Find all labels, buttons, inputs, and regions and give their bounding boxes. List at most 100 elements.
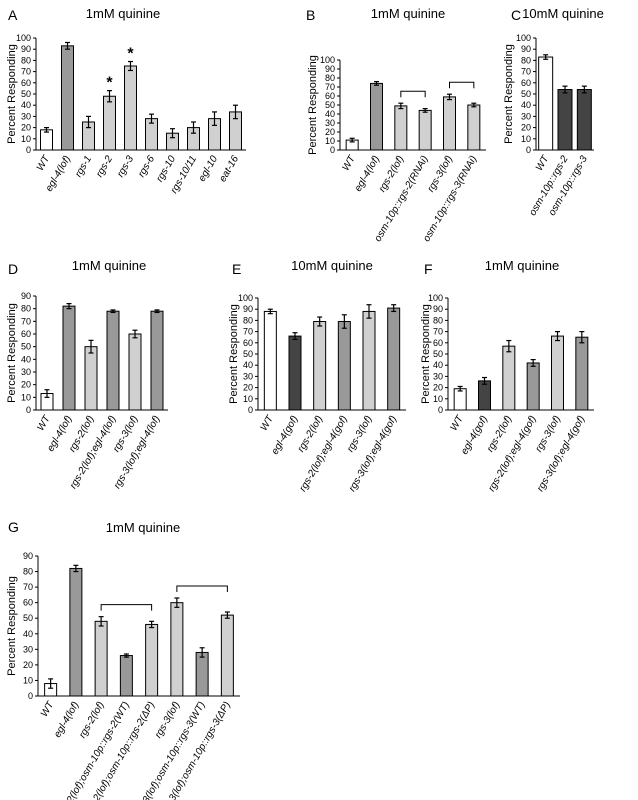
- y-tick-label: 20: [521, 123, 531, 133]
- y-axis-label: Percent Responding: [228, 304, 240, 404]
- y-tick-label: 60: [521, 78, 531, 88]
- y-tick-label: 10: [325, 136, 335, 146]
- bar: [387, 307, 401, 411]
- y-tick-label: 10: [433, 394, 443, 404]
- y-tick-label: 40: [433, 360, 443, 370]
- y-tick-label: 70: [21, 67, 31, 77]
- y-tick-label: 20: [21, 123, 31, 133]
- x-category-label: rgs-2: [94, 154, 115, 180]
- bar: [84, 346, 98, 411]
- bar: [453, 388, 467, 411]
- y-tick-label: 100: [428, 293, 443, 303]
- bar: [443, 96, 456, 151]
- y-tick-label: 40: [243, 360, 253, 370]
- comparison-bracket: [100, 604, 153, 611]
- bar: [362, 310, 376, 411]
- x-category-label: rgs-6: [136, 154, 157, 180]
- y-axis-label: Percent Responding: [420, 304, 432, 404]
- y-tick-label: 80: [21, 55, 31, 65]
- y-tick-label: 10: [21, 134, 31, 144]
- bar: [170, 602, 184, 697]
- panel-letter: B: [306, 7, 315, 23]
- x-category-label: rgs-2(lof);egl-4(gof): [298, 414, 350, 494]
- bar: [220, 614, 234, 697]
- bar: [40, 129, 53, 151]
- bar: [69, 567, 83, 697]
- y-tick-label: 20: [21, 380, 31, 390]
- y-tick-label: 0: [330, 145, 335, 155]
- bar: [502, 345, 516, 411]
- y-tick-label: 40: [521, 100, 531, 110]
- panel-letter: E: [232, 261, 241, 277]
- y-tick-label: 100: [516, 33, 531, 43]
- x-category-label: eat-16: [217, 154, 241, 184]
- bar: [551, 335, 564, 411]
- y-tick-label: 40: [325, 109, 335, 119]
- y-tick-label: 90: [325, 64, 335, 74]
- bar: [103, 95, 116, 151]
- bar: [263, 310, 277, 411]
- bar: [124, 65, 137, 151]
- y-tick-label: 100: [238, 293, 253, 303]
- panel-b: B 1mM quinine Percent Responding 0102030405…: [306, 6, 486, 244]
- bar: [478, 380, 491, 411]
- y-axis-label: Percent Responding: [307, 55, 319, 155]
- y-tick-label: 30: [21, 367, 31, 377]
- x-category-label: rgs-3(lof);egl-4(gof): [347, 414, 399, 494]
- y-tick-label: 70: [325, 82, 335, 92]
- y-tick-label: 30: [243, 371, 253, 381]
- panel-letter: C: [511, 7, 521, 23]
- bar: [394, 105, 408, 151]
- y-tick-label: 30: [325, 118, 335, 128]
- panel-letter: D: [8, 261, 18, 277]
- y-tick-label: 50: [21, 89, 31, 99]
- y-tick-label: 70: [21, 316, 31, 326]
- x-category-label: WT: [448, 413, 466, 433]
- x-category-label: rgs-1: [73, 154, 94, 179]
- chart-title: 1mM quinine: [106, 520, 180, 535]
- y-tick-label: 100: [320, 55, 335, 65]
- bar: [337, 321, 351, 411]
- y-tick-label: 80: [23, 567, 33, 577]
- y-tick-label: 100: [16, 33, 31, 43]
- y-tick-label: 0: [248, 405, 253, 415]
- y-tick-label: 0: [28, 691, 33, 701]
- bar: [94, 620, 108, 697]
- x-category-label: WT: [259, 413, 277, 433]
- comparison-bracket: [400, 90, 426, 98]
- x-category-label: rgs-3: [115, 154, 136, 180]
- y-tick-label: 20: [243, 383, 253, 393]
- y-axis-label: Percent Responding: [6, 303, 18, 403]
- panel-letter: G: [8, 519, 19, 535]
- y-tick-label: 60: [433, 338, 443, 348]
- chart-title: 1mM quinine: [371, 6, 445, 21]
- panel-d: D 1mM quinine Percent Responding 0 10 20 30 40 5…: [6, 258, 168, 491]
- y-tick-label: 20: [325, 127, 335, 137]
- y-tick-label: 50: [433, 349, 443, 359]
- bar: [313, 321, 327, 411]
- y-tick-label: 40: [23, 629, 33, 639]
- bar: [150, 310, 164, 411]
- significance-star: *: [127, 46, 134, 63]
- y-tick-label: 20: [433, 383, 443, 393]
- y-tick-label: 60: [325, 91, 335, 101]
- chart-title: 1mM quinine: [72, 258, 146, 273]
- y-axis-label: Percent Responding: [503, 44, 515, 144]
- y-axis-label: Percent Responding: [6, 576, 18, 676]
- bar: [61, 45, 74, 151]
- y-tick-label: 60: [243, 338, 253, 348]
- bar: [557, 89, 573, 151]
- y-tick-label: 30: [433, 371, 443, 381]
- x-category-label: WT: [35, 153, 53, 173]
- bar: [418, 109, 432, 151]
- y-tick-label: 70: [23, 582, 33, 592]
- y-tick-label: 70: [243, 327, 253, 337]
- y-tick-label: 10: [243, 394, 253, 404]
- chart-title: 1mM quinine: [86, 6, 160, 21]
- y-tick-label: 0: [526, 145, 531, 155]
- y-tick-label: 50: [243, 349, 253, 359]
- panel-g: G 1mM quinine Percent Responding 0 10 20 30 40 5…: [6, 519, 240, 800]
- y-tick-label: 50: [23, 613, 33, 623]
- bar: [145, 623, 159, 697]
